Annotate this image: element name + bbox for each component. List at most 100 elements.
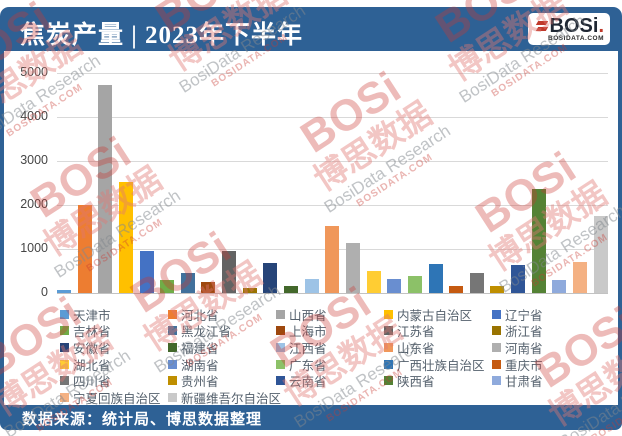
bar-20: [469, 272, 484, 293]
y-axis-tick-label: 0: [41, 285, 48, 299]
legend-swatch-icon: [492, 326, 501, 336]
legend-label: 重庆市: [505, 358, 543, 373]
legend-swatch-icon: [60, 376, 69, 386]
legend-item: 新疆维吾尔自治区: [168, 389, 281, 406]
bar-16: [387, 279, 402, 293]
legend-item: 吉林省: [60, 323, 168, 340]
bar-12: [304, 279, 319, 293]
legend-item: 河南省: [492, 339, 616, 356]
bar-7: [201, 282, 216, 293]
legend-swatch-icon: [492, 309, 501, 319]
legend-label: 贵州省: [181, 375, 219, 390]
legend-swatch-icon: [168, 359, 177, 369]
legend-label: 四川省: [73, 375, 111, 390]
legend-label: 甘肃省: [505, 375, 543, 390]
legend-label: 山西省: [289, 308, 327, 323]
legend-label: 辽宁省: [505, 308, 543, 323]
page-title: 焦炭产量 | 2023年下半年: [20, 22, 304, 49]
legend-swatch-icon: [168, 392, 177, 402]
legend-label: 新疆维吾尔自治区: [181, 391, 282, 406]
legend-swatch-icon: [168, 376, 177, 386]
brand-logo-text: BOSi.: [549, 14, 604, 37]
gridline: [57, 117, 608, 118]
legend-item: 江西省: [276, 339, 384, 356]
legend-item: 山东省: [384, 339, 492, 356]
bar-1: [77, 205, 92, 293]
legend-swatch-icon: [60, 392, 69, 402]
legend-swatch-icon: [384, 309, 393, 319]
legend-swatch-icon: [276, 376, 285, 386]
bar-6: [180, 272, 195, 293]
bar-3: [118, 181, 133, 293]
legend-swatch-icon: [492, 376, 501, 386]
bar-4: [139, 251, 154, 293]
legend-swatch-icon: [276, 309, 285, 319]
bar-23: [531, 189, 546, 293]
legend-label: 广西壮族自治区: [397, 358, 485, 373]
legend-label: 浙江省: [505, 325, 543, 340]
legend-item: 重庆市: [492, 356, 616, 373]
legend-item: 浙江省: [492, 323, 616, 340]
legend-item: 广西壮族自治区: [384, 356, 492, 373]
legend-swatch-icon: [168, 326, 177, 336]
y-axis-tick-label: 3000: [20, 153, 48, 167]
legend-item: 天津市: [60, 306, 168, 323]
bar-2: [98, 85, 113, 293]
legend-swatch-icon: [492, 359, 501, 369]
bar-0: [57, 289, 71, 293]
bar-14: [345, 243, 360, 293]
legend-swatch-icon: [384, 326, 393, 336]
legend-item: 黑龙江省: [168, 323, 276, 340]
bar-21: [490, 285, 505, 293]
legend-swatch-icon: [384, 359, 393, 369]
y-axis-tick-label: 2000: [20, 197, 48, 211]
legend-item: 云南省: [276, 372, 384, 389]
legend-label: 河南省: [505, 341, 543, 356]
legend-label: 河北省: [181, 308, 219, 323]
legend-item: 贵州省: [168, 372, 276, 389]
legend-label: 宁夏回族自治区: [73, 391, 161, 406]
legend-item: 湖北省: [60, 356, 168, 373]
legend-label: 上海市: [289, 325, 327, 340]
legend-swatch-icon: [276, 359, 285, 369]
frame-left-border: [0, 50, 4, 406]
y-axis-tick-label: 5000: [20, 65, 48, 79]
bar-9: [242, 287, 257, 293]
legend-swatch-icon: [276, 342, 285, 352]
legend-item: 福建省: [168, 339, 276, 356]
brand-logo-domain: BOSIDATA.COM: [548, 34, 604, 42]
legend-label: 内蒙古自治区: [397, 308, 473, 323]
legend-swatch-icon: [168, 309, 177, 319]
legend-swatch-icon: [60, 326, 69, 336]
legend-label: 吉林省: [73, 325, 111, 340]
legend-label: 湖南省: [181, 358, 219, 373]
bar-11: [284, 286, 299, 293]
bar-25: [573, 262, 588, 293]
legend-label: 云南省: [289, 375, 327, 390]
legend-item: 上海市: [276, 323, 384, 340]
legend-label: 山东省: [397, 341, 435, 356]
brand-logo: BOSi. BOSIDATA.COM: [528, 13, 610, 45]
legend-item: 甘肃省: [492, 372, 616, 389]
legend-item: 山西省: [276, 306, 384, 323]
gridline: [57, 73, 608, 74]
bar-8: [222, 251, 237, 293]
bar-19: [449, 285, 464, 293]
bar-15: [366, 271, 381, 293]
legend-label: 天津市: [73, 308, 111, 323]
legend-item: 安徽省: [60, 339, 168, 356]
bar-series: [57, 73, 608, 293]
legend-item: 湖南省: [168, 356, 276, 373]
legend-label: 福建省: [181, 341, 219, 356]
brand-logo-row: BOSi.: [535, 14, 604, 37]
bar-13: [325, 226, 340, 293]
legend: 天津市 河北省 山西省 内蒙古自治区 辽宁省 吉林省 黑龙江省 上海市 江苏省 浙江省 安徽省 福建省…: [60, 306, 616, 406]
header-band: [0, 7, 622, 51]
legend-item: 广东省: [276, 356, 384, 373]
legend-swatch-icon: [384, 376, 393, 386]
legend-item: 宁夏回族自治区: [60, 389, 168, 406]
legend-label: 黑龙江省: [181, 325, 232, 340]
legend-swatch-icon: [60, 359, 69, 369]
gridline: [57, 293, 608, 294]
